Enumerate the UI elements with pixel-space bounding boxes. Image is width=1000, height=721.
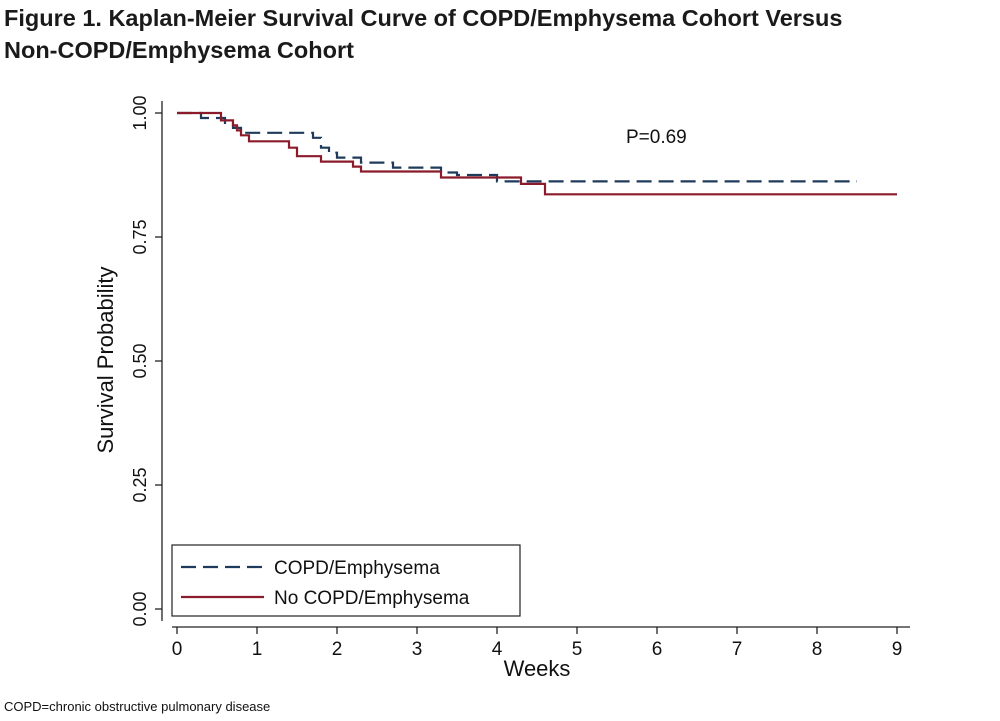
x-tick-label: 0 <box>172 639 183 660</box>
legend: COPD/Emphysema No COPD/Emphysema <box>171 544 521 617</box>
series-line-copd <box>177 111 857 183</box>
x-axis-label: Weeks <box>504 656 571 681</box>
y-tick-label: 0.25 <box>130 467 150 502</box>
y-tick-label: 0.75 <box>130 219 150 254</box>
series-layer <box>177 111 897 196</box>
y-tick-label: 0.50 <box>130 343 150 378</box>
p-value-annotation: P=0.69 <box>626 127 687 148</box>
x-tick-label: 8 <box>812 639 823 660</box>
y-axis-label: Survival Probability <box>93 266 118 453</box>
legend-label-no-copd: No COPD/Emphysema <box>274 588 470 609</box>
figure-title: Figure 1. Kaplan-Meier Survival Curve of… <box>4 2 994 66</box>
x-tick-label: 1 <box>252 639 263 660</box>
series-line-no-copd <box>177 111 897 196</box>
figure-title-line-1: Figure 1. Kaplan-Meier Survival Curve of… <box>4 5 843 31</box>
figure-title-line-2: Non-COPD/Emphysema Cohort <box>4 37 354 63</box>
legend-box <box>171 544 521 617</box>
y-tick-label: 0.00 <box>130 591 150 626</box>
x-tick-label: 6 <box>652 639 663 660</box>
y-tick-label: 1.00 <box>130 95 150 130</box>
footnote: COPD=chronic obstructive pulmonary disea… <box>4 699 271 714</box>
x-tick-label: 5 <box>572 639 583 660</box>
x-tick-label: 4 <box>492 639 503 660</box>
x-tick-label: 9 <box>892 639 903 660</box>
x-tick-label: 7 <box>732 639 743 660</box>
x-tick-label: 3 <box>412 639 423 660</box>
legend-label-copd: COPD/Emphysema <box>274 558 440 579</box>
x-tick-label: 2 <box>332 639 343 660</box>
axes: 0.00 0.25 0.50 0.75 1.00 0 1 2 3 4 5 6 7 8 9 <box>130 95 910 660</box>
